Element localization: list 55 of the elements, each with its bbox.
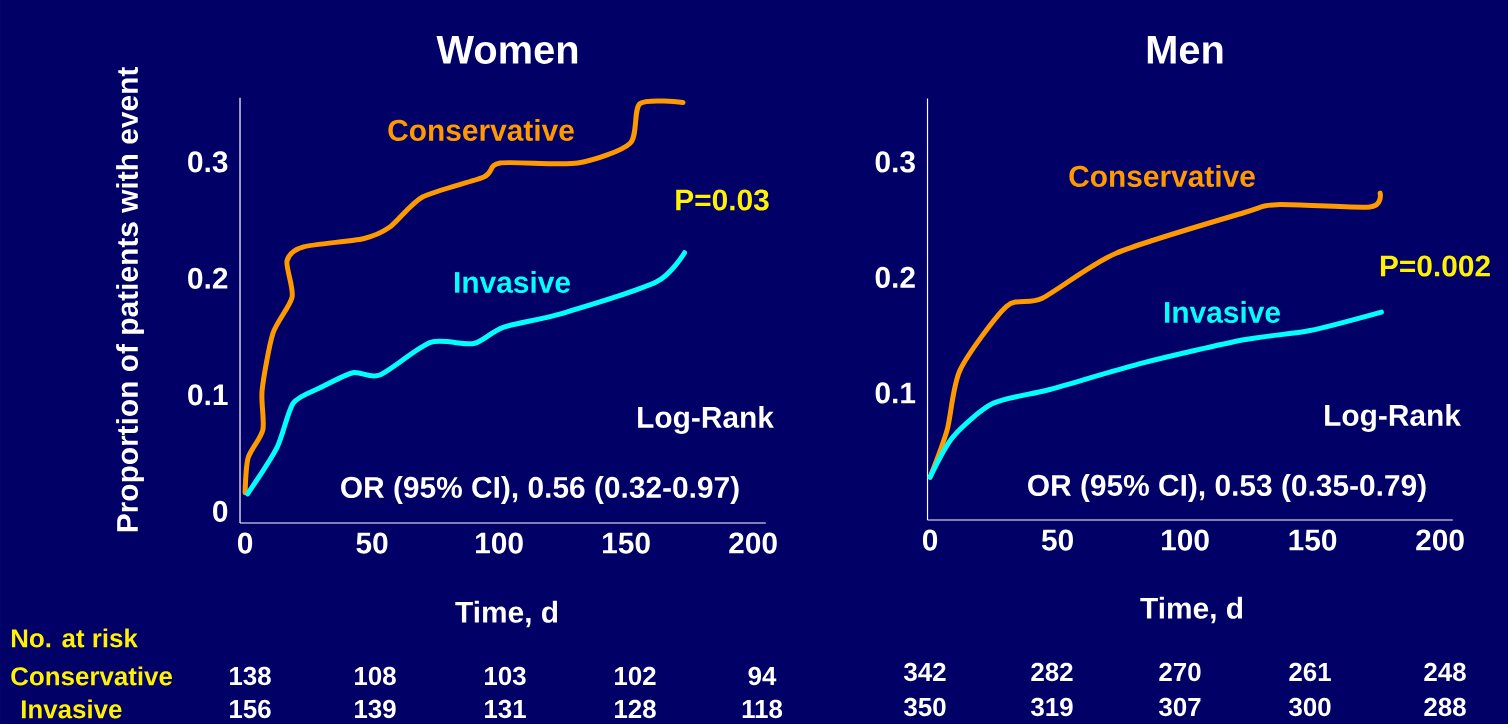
series-label: Invasive (455, 271, 570, 293)
text: 138 (230, 666, 271, 686)
text: No. at risk (11, 628, 138, 648)
series-label: Conservative (388, 119, 574, 141)
chart-title: Men (1147, 36, 1223, 64)
y-tick-label: 0 (213, 500, 228, 522)
series-label: Invasive (1165, 301, 1280, 323)
text: 108 (355, 666, 396, 686)
series-label: Conservative (1069, 165, 1255, 187)
annotation: Log-Rank (1325, 403, 1461, 432)
y-tick-label: 0.3 (188, 151, 228, 173)
annotation: OR (95% CI), 0.53 (0.35-0.79) (1028, 474, 1426, 502)
text: 102 (615, 666, 656, 686)
text: 300 (1288, 697, 1331, 717)
x-tick-label: 150 (603, 532, 650, 554)
x-tick-label: 0 (922, 529, 938, 551)
text: 103 (485, 666, 526, 686)
text: 270 (1159, 662, 1201, 682)
text: 288 (1424, 697, 1466, 717)
x-tick-label: 0 (237, 532, 253, 554)
text: 307 (1158, 697, 1201, 717)
text: 248 (1424, 662, 1466, 682)
annotation: OR (95% CI), 0.56 (0.32-0.97) (341, 476, 739, 504)
text: 156 (230, 699, 271, 719)
annotation: Log-Rank (638, 405, 774, 434)
text: 261 (1289, 662, 1331, 682)
y-tick-label: 0.1 (875, 382, 916, 404)
y-tick-label: 0.2 (875, 266, 915, 289)
x-tick-label: 100 (476, 532, 523, 554)
text: 118 (742, 699, 783, 719)
text: Invasive (21, 699, 122, 719)
x-axis-title: Time, d (455, 600, 558, 628)
text: 139 (355, 699, 396, 719)
y-tick-label: 0.2 (188, 267, 228, 289)
x-tick-label: 50 (356, 532, 388, 554)
x-tick-label: 200 (1416, 529, 1464, 551)
text: Conservative (11, 666, 172, 686)
x-tick-label: 150 (1289, 529, 1337, 551)
x-tick-label: 200 (729, 532, 777, 554)
text: 94 (748, 666, 777, 686)
y-tick-label: 0.3 (875, 151, 915, 173)
text: 319 (1030, 697, 1073, 717)
y-tick-label: 0.1 (188, 384, 228, 406)
text: 342 (903, 662, 946, 682)
text: 350 (903, 697, 946, 717)
text: 128 (615, 699, 656, 719)
chart-title: Women (436, 36, 578, 64)
text: 282 (1031, 662, 1073, 682)
x-tick-label: 50 (1041, 529, 1073, 551)
x-axis-title: Time, d (1140, 596, 1243, 624)
x-tick-label: 100 (1162, 529, 1209, 551)
annotation: P=0.03 (676, 189, 769, 211)
annotation: P=0.002 (1380, 255, 1490, 277)
y-axis-title: Proportion of patients with event (116, 67, 144, 532)
text: 131 (485, 699, 526, 719)
